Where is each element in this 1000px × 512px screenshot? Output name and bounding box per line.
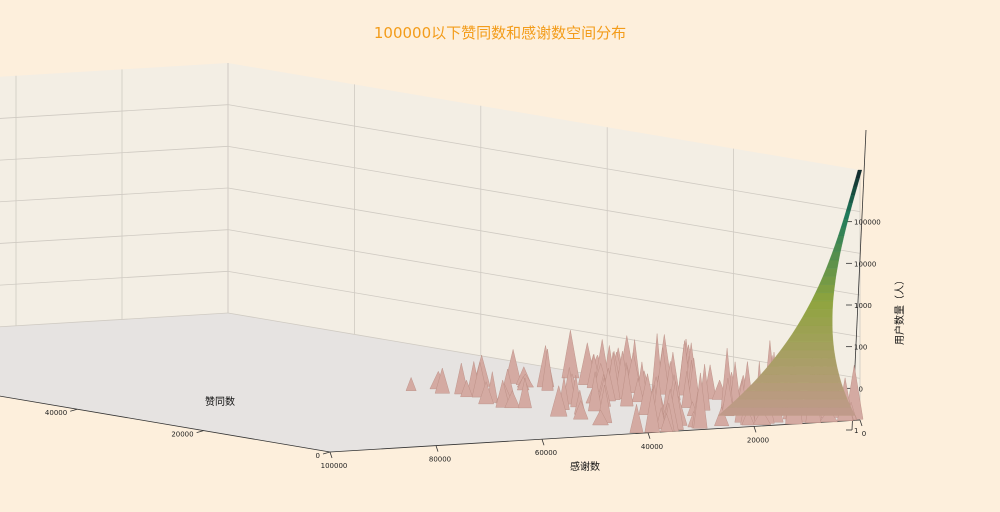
back-pane	[0, 63, 228, 327]
y-axis-line	[0, 395, 331, 453]
surface-spike	[550, 384, 568, 417]
z-axis-label: 用户数量（人）	[893, 275, 906, 345]
grid-line-z	[227, 104, 861, 213]
grid-line-z	[0, 229, 229, 244]
x-tick-mark	[329, 451, 333, 459]
x-tick-label: 0	[862, 430, 866, 438]
surface-band	[727, 398, 852, 408]
surface-band	[802, 308, 833, 318]
z-tick-label: 1	[854, 427, 858, 435]
x-tick-label: 60000	[535, 449, 557, 457]
x-tick-label: 20000	[747, 436, 769, 444]
grid-line-z	[0, 187, 229, 203]
surface-spike	[693, 372, 708, 429]
chart-surface	[717, 169, 862, 416]
surface-band	[760, 366, 840, 375]
chart-axes: 0200004000060000800001000000200004000060…	[0, 129, 881, 470]
surface-spike	[434, 367, 450, 394]
surface-spike	[541, 348, 554, 391]
surface-band	[767, 358, 838, 367]
surface-spike	[714, 406, 730, 426]
surface-spike	[631, 378, 645, 402]
x-tick-mark	[859, 419, 863, 427]
surface-spike	[592, 409, 609, 426]
surface-band	[806, 300, 834, 310]
surface-band	[780, 341, 835, 351]
surface-spike	[741, 409, 755, 426]
x-tick-label: 80000	[429, 456, 451, 464]
grid-line-z	[0, 104, 229, 119]
surface-spike	[573, 399, 589, 420]
x-tick-mark	[541, 439, 545, 446]
surface-spike	[405, 376, 417, 391]
surface-band	[752, 374, 842, 383]
z-tick-label: 10	[854, 385, 863, 393]
surface-band	[736, 390, 848, 400]
x-axis-label: 感谢数	[570, 460, 600, 473]
surface-band	[774, 349, 836, 359]
surface-band	[786, 333, 834, 343]
y-tick-mark	[70, 408, 78, 412]
surface-spike	[681, 371, 693, 408]
z-tick-label: 100000	[854, 219, 881, 227]
surface-spike	[460, 379, 473, 397]
x-axis-line	[329, 419, 861, 453]
surface-band	[792, 325, 833, 334]
surface-spike	[518, 377, 532, 409]
surface-spike	[495, 379, 510, 408]
chart-title: 100000以下赞同数和感谢数空间分布	[373, 24, 627, 42]
surface-spike	[660, 412, 673, 432]
y-tick-label: 40000	[45, 409, 67, 417]
y-tick-label: 20000	[171, 431, 193, 439]
z-tick-label: 1000	[854, 302, 872, 310]
z-tick-label: 10000	[854, 260, 876, 268]
surface-spike	[478, 381, 494, 405]
y-tick-label: 0	[316, 452, 320, 460]
surface-spike	[752, 409, 772, 425]
grid-line-z	[227, 229, 861, 338]
x-tick-mark	[435, 445, 439, 452]
surface-band	[855, 169, 862, 179]
x-tick-label: 40000	[641, 443, 663, 451]
grid-line-z	[0, 270, 229, 286]
surface-spike	[655, 347, 670, 395]
y-axis-label: 赞同数	[205, 395, 235, 408]
x-tick-label: 100000	[321, 462, 348, 470]
floor-pane	[0, 313, 860, 452]
grid-line-z	[227, 270, 861, 379]
surface-spike	[644, 388, 660, 433]
surface-spike	[629, 404, 644, 433]
grid-line-z	[0, 145, 229, 161]
surface-spike	[588, 371, 603, 412]
y-tick-mark	[322, 451, 331, 455]
surface-band	[797, 317, 833, 326]
x-tick-mark	[753, 426, 757, 433]
surface-band	[811, 292, 834, 302]
grid-line-z	[227, 187, 861, 296]
z-tick-label: 100	[854, 344, 867, 352]
surface-band	[744, 382, 845, 392]
grid-line-z	[0, 312, 229, 328]
surface-band	[717, 407, 856, 416]
x-tick-mark	[647, 432, 651, 439]
grid-line-z	[227, 145, 861, 254]
surface-spike	[504, 390, 521, 408]
y-tick-mark	[196, 430, 204, 433]
surface-spike	[620, 364, 634, 407]
